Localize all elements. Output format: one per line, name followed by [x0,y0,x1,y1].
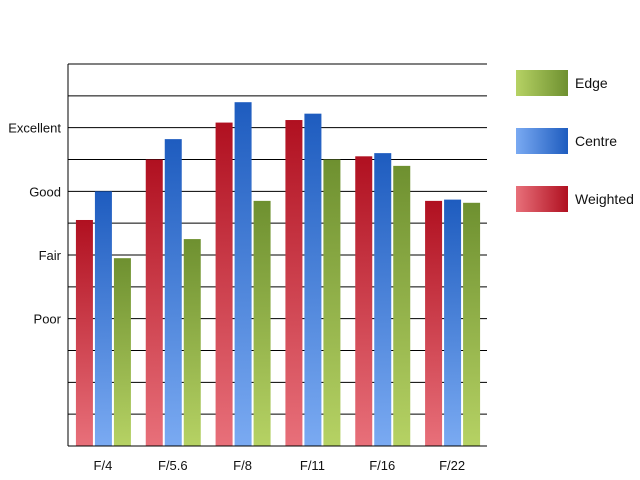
y-tick-label: Poor [34,312,62,327]
y-tick-label: Fair [39,248,62,263]
bar-edge-f11 [323,159,341,446]
legend-swatch-weighted [516,186,568,212]
bar-centre-f22 [444,199,462,446]
legend-label-centre: Centre [575,133,618,149]
bar-weighted-f11 [285,120,303,446]
legend-label-edge: Edge [575,75,608,91]
legend-item-weighted: Weighted [516,186,640,212]
bar-edge-f22 [463,202,481,446]
y-tick-label: Excellent [8,121,61,136]
bar-weighted-f56 [145,159,163,446]
x-tick-label: F/5.6 [158,458,188,473]
legend-item-centre: Centre [516,128,640,154]
legend-label-weighted: Weighted [575,191,634,207]
bar-centre-f56 [164,139,182,447]
bar-centre-f8 [234,102,252,446]
bar-centre-f16 [374,153,392,446]
x-tick-label: F/22 [439,458,465,473]
bar-edge-f4 [113,258,131,446]
bar-centre-f11 [304,113,322,446]
bar-weighted-f4 [75,219,93,446]
bar-edge-f16 [393,165,411,446]
legend-swatch-edge [516,70,568,96]
x-tick-label: F/8 [233,458,252,473]
x-tick-label: F/11 [300,458,325,473]
legend-swatch-centre [516,128,568,154]
x-tick-label: F/16 [369,458,395,473]
y-tick-label: Good [29,184,61,199]
bar-edge-f8 [253,200,271,446]
bar-weighted-f8 [215,122,233,446]
bar-weighted-f22 [425,200,443,446]
bar-centre-f4 [94,191,112,446]
x-tick-label: F/4 [94,458,113,473]
legend-item-edge: Edge [516,70,640,96]
bar-weighted-f16 [355,156,373,447]
bar-edge-f56 [183,239,201,446]
